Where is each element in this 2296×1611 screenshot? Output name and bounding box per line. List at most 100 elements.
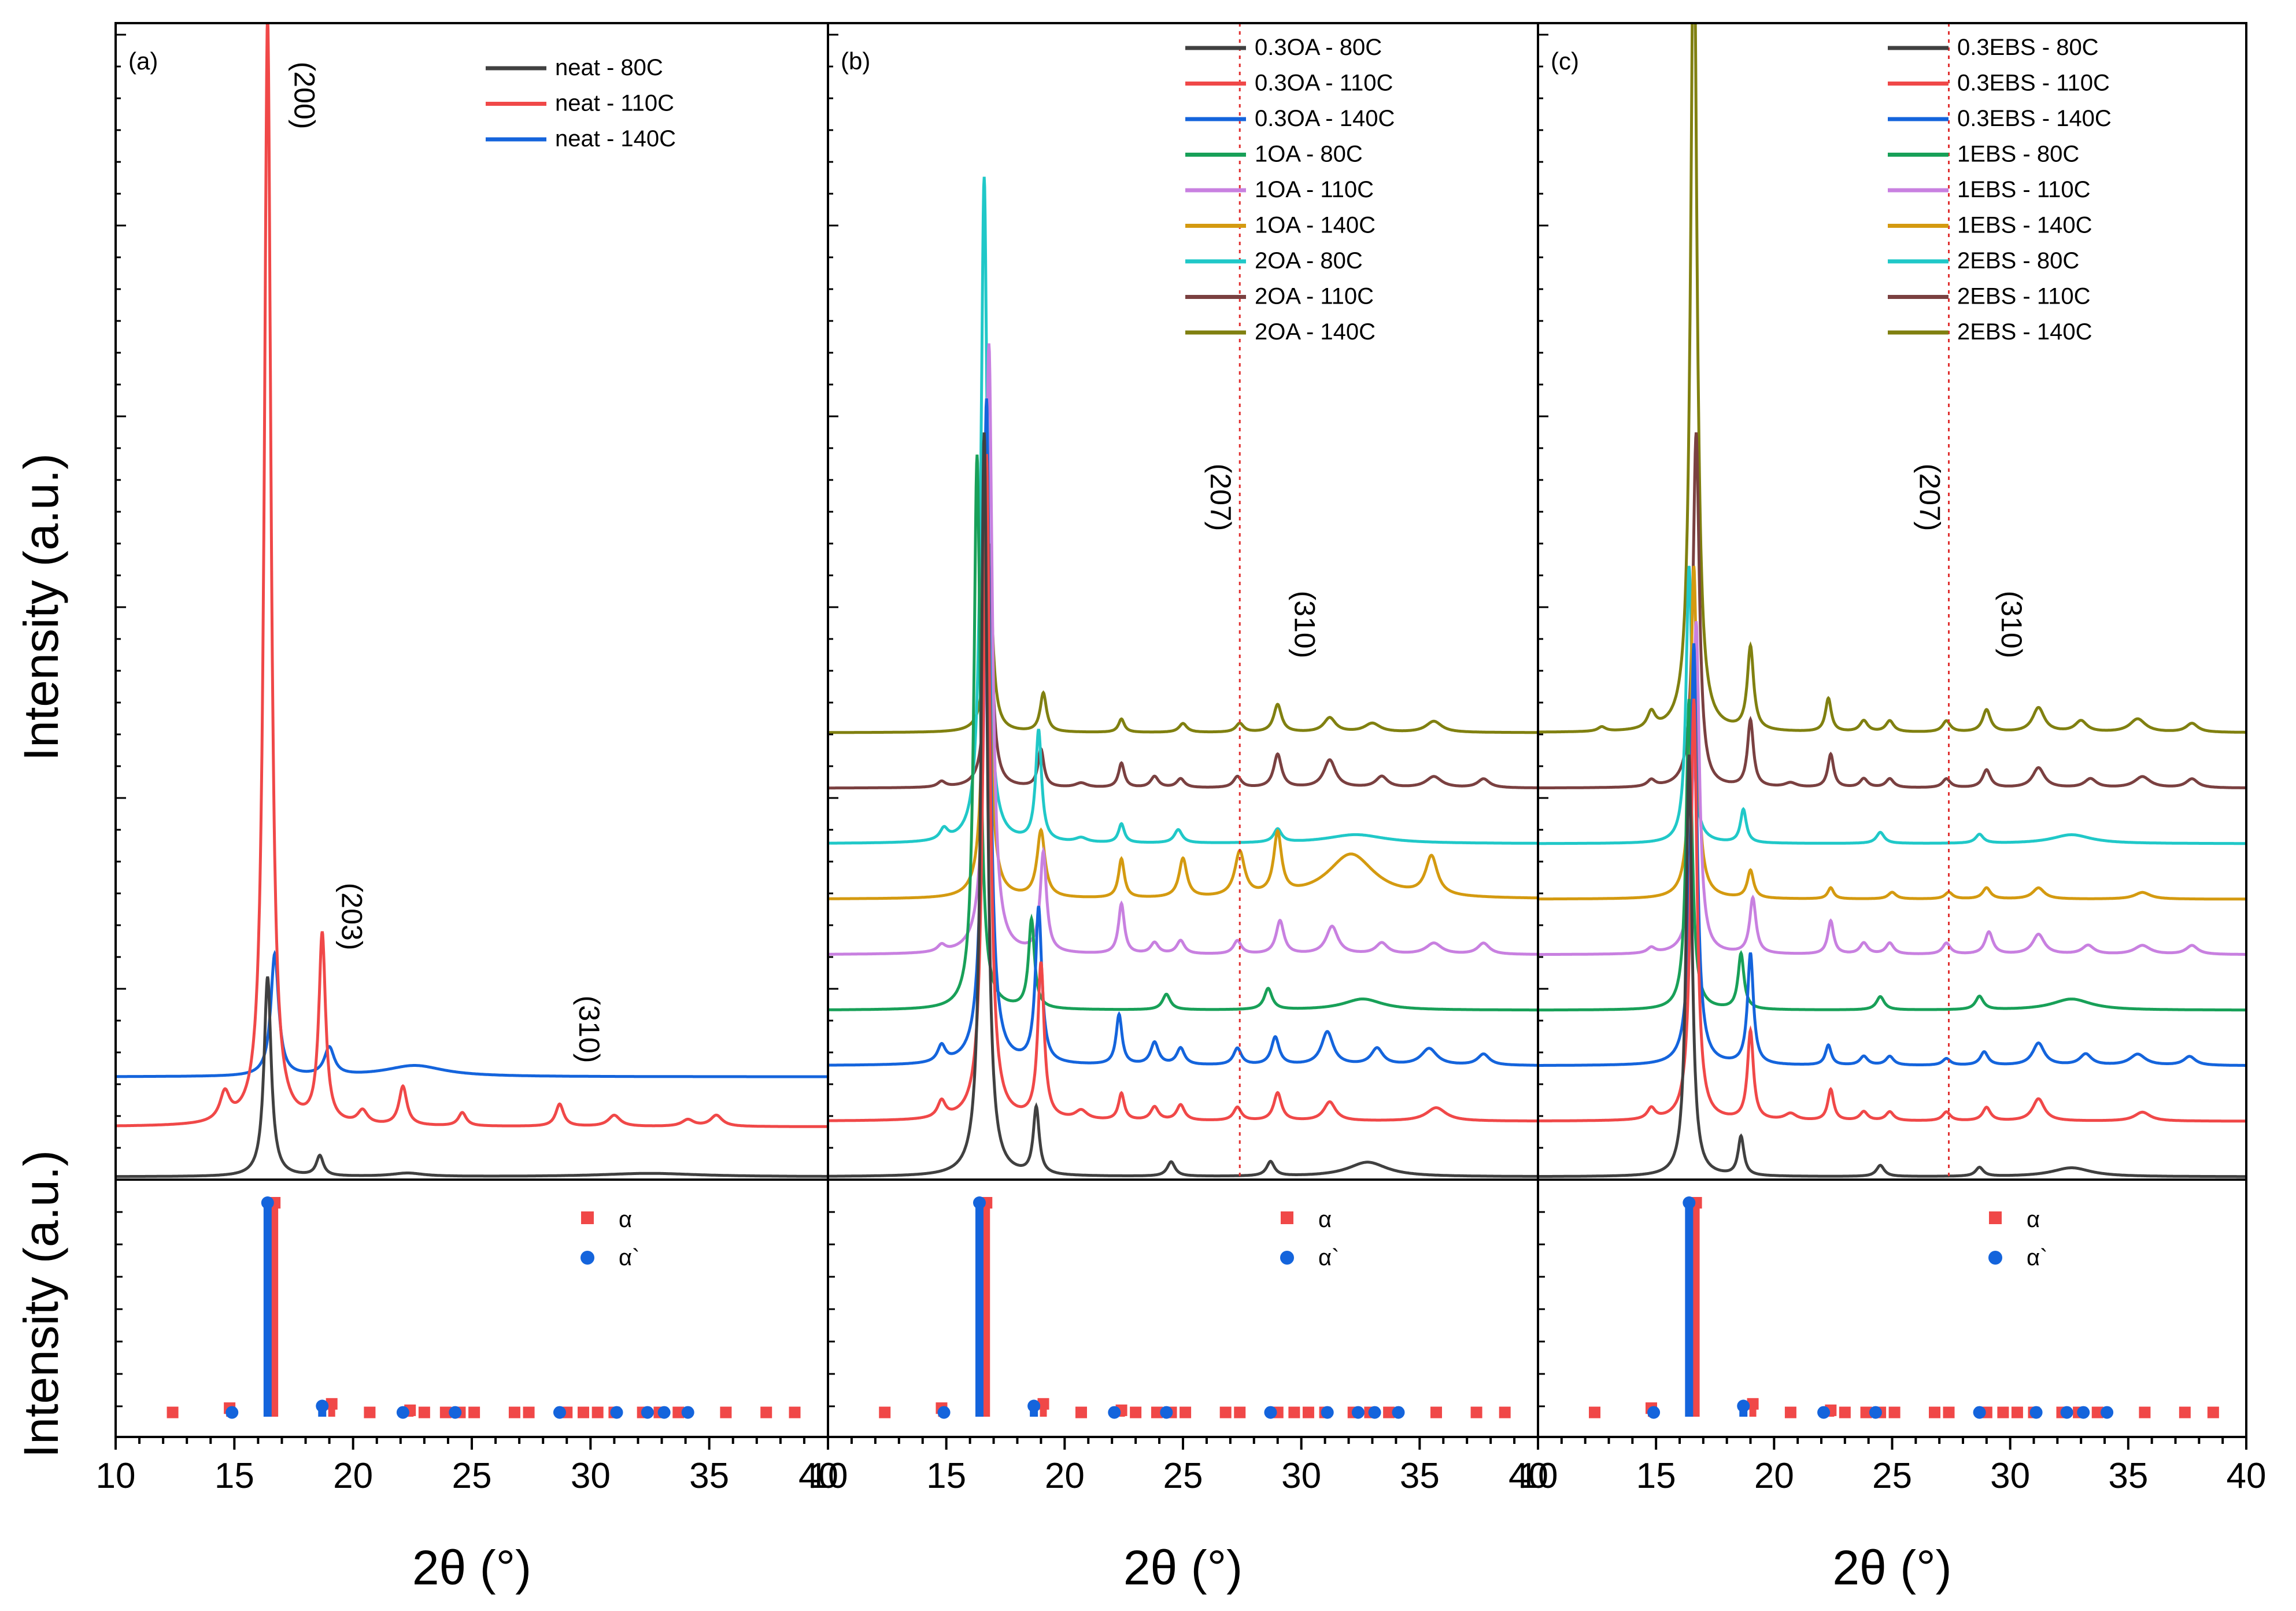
reference-marker-alpha xyxy=(1075,1406,1087,1418)
reference-marker-alpha xyxy=(1037,1398,1049,1410)
series-line-neat-140c xyxy=(116,949,828,1078)
x-tick-label: 20 xyxy=(1754,1456,1794,1496)
reference-marker-alpha-prime xyxy=(553,1406,566,1419)
legend-swatch-alpha-prime xyxy=(1280,1251,1294,1265)
series-line-0-3oa-110c xyxy=(828,454,1538,1122)
legend-label: 1EBS - 140C xyxy=(1957,213,2092,238)
top-panel-frame xyxy=(1537,22,2247,1181)
series-line-1ebs-140c xyxy=(1538,566,2246,901)
legend-swatch-alpha-prime xyxy=(1988,1251,2002,1265)
peak-label-200: (200) xyxy=(288,62,320,130)
x-tick-label: 25 xyxy=(452,1456,492,1496)
x-tick-label: 10 xyxy=(1518,1456,1558,1496)
reference-marker-alpha xyxy=(2011,1406,2023,1418)
reference-marker-alpha xyxy=(2139,1406,2151,1418)
legend-label: 2OA - 110C xyxy=(1255,284,1374,309)
x-tick-label: 30 xyxy=(571,1456,611,1496)
legend-label: 0.3EBS - 140C xyxy=(1957,106,2112,131)
reference-marker-alpha xyxy=(720,1406,732,1418)
legend-label: 1EBS - 110C xyxy=(1957,177,2091,202)
series-line-0-3ebs-110c xyxy=(1538,699,2246,1123)
reference-marker-alpha-prime xyxy=(2060,1406,2073,1419)
plot-layer xyxy=(116,23,2246,1419)
reference-marker-alpha-prime xyxy=(1683,1196,1696,1209)
legend-label-alpha: α xyxy=(2027,1207,2040,1232)
reference-marker-alpha xyxy=(1589,1406,1600,1418)
reference-marker-alpha xyxy=(2091,1406,2103,1418)
bottom-panel-frame xyxy=(827,1178,1539,1438)
reference-marker-alpha xyxy=(326,1398,338,1410)
reference-marker-alpha xyxy=(1302,1406,1314,1418)
reference-marker-alpha xyxy=(468,1406,480,1418)
legend-label: 1OA - 140C xyxy=(1255,213,1376,238)
reference-marker-alpha xyxy=(1860,1406,1872,1418)
peak-label-203: (203) xyxy=(335,883,368,951)
series-line-0-3oa-140c xyxy=(828,398,1538,1067)
x-tick-label: 20 xyxy=(1045,1456,1085,1496)
legend-swatch-alpha-prime xyxy=(581,1251,594,1265)
text-layer: Intensity (a.u.) Intensity (a.u.) (200) (… xyxy=(14,35,2266,1595)
x-tick-label: 10 xyxy=(808,1456,848,1496)
legend-label: 0.3OA - 80C xyxy=(1255,35,1382,60)
reference-marker-alpha xyxy=(1929,1406,1940,1418)
reference-marker-alpha xyxy=(1383,1406,1395,1418)
reference-marker-alpha-prime xyxy=(1368,1406,1381,1419)
reference-marker-alpha xyxy=(2179,1406,2191,1418)
reference-marker-alpha-prime xyxy=(1973,1406,1986,1419)
top-y-axis-label: Intensity (a.u.) xyxy=(14,453,68,761)
panel-tag: (c) xyxy=(1551,47,1579,75)
legend-label: neat - 140C xyxy=(555,126,676,152)
x-tick-label: 30 xyxy=(1281,1456,1321,1496)
legend-label: 2EBS - 140C xyxy=(1957,319,2092,345)
reference-marker-alpha xyxy=(1943,1406,1955,1418)
reference-marker-alpha xyxy=(1470,1406,1482,1418)
legend-label: 1OA - 110C xyxy=(1255,177,1374,202)
reference-marker-alpha xyxy=(672,1406,685,1418)
series-line-1oa-80c xyxy=(828,455,1538,1012)
legend-label: 0.3EBS - 80C xyxy=(1957,35,2099,60)
legend-label-alpha-prime: α` xyxy=(619,1245,639,1270)
series-line-1oa-110c xyxy=(828,343,1538,956)
reference-marker-alpha xyxy=(1747,1398,1759,1410)
reference-marker-alpha-prime xyxy=(1392,1406,1405,1419)
reference-marker-alpha-prime xyxy=(973,1196,986,1209)
reference-marker-alpha xyxy=(789,1406,801,1418)
reference-marker-alpha-prime xyxy=(937,1406,951,1419)
x-tick-label: 35 xyxy=(2108,1456,2148,1496)
series-line-neat-110c xyxy=(116,23,828,1128)
series-line-1ebs-80c xyxy=(1538,699,2246,1012)
legend-swatch-alpha xyxy=(581,1211,594,1224)
series-line-0-3ebs-140c xyxy=(1538,643,2246,1067)
x-tick-label: 35 xyxy=(689,1456,729,1496)
legend-label: 2OA - 80C xyxy=(1255,248,1363,274)
peak-label-310: (310) xyxy=(573,996,605,1063)
reference-marker-alpha xyxy=(1784,1406,1796,1418)
x-axis-label: 2θ (°) xyxy=(1832,1540,1951,1595)
reference-marker-alpha-prime xyxy=(657,1406,671,1419)
frame-layer xyxy=(114,22,2247,1450)
series-line-0-3oa-80c xyxy=(828,432,1538,1178)
x-axis-label: 2θ (°) xyxy=(412,1540,531,1595)
series-line-2oa-140c xyxy=(828,543,1538,734)
series-line-0-3ebs-80c xyxy=(1538,754,2246,1178)
bottom-panel-frame xyxy=(1537,1178,2247,1438)
peak-label-207: (207) xyxy=(1204,464,1237,531)
series-line-2oa-80c xyxy=(828,176,1538,845)
reference-marker-alpha-prime xyxy=(1321,1406,1334,1419)
reference-marker-alpha xyxy=(760,1406,772,1418)
bottom-panel-frame xyxy=(114,1178,829,1438)
reference-marker-alpha-prime xyxy=(1647,1406,1661,1419)
reference-marker-alpha xyxy=(1839,1406,1851,1418)
reference-marker-alpha-prime xyxy=(449,1406,462,1419)
panel-tag: (a) xyxy=(128,47,158,75)
legend-swatch-alpha xyxy=(1989,1211,2002,1224)
reference-marker-alpha xyxy=(1180,1406,1192,1418)
bottom-y-axis-label: Intensity (a.u.) xyxy=(14,1150,68,1458)
reference-marker-alpha xyxy=(167,1406,179,1418)
reference-marker-alpha-prime xyxy=(2101,1406,2114,1419)
reference-marker-alpha-prime xyxy=(610,1406,623,1419)
series-line-neat-80c xyxy=(116,976,828,1178)
x-tick-label: 10 xyxy=(96,1456,136,1496)
series-line-2ebs-80c xyxy=(1538,566,2246,845)
reference-marker-alpha xyxy=(1997,1406,2009,1418)
